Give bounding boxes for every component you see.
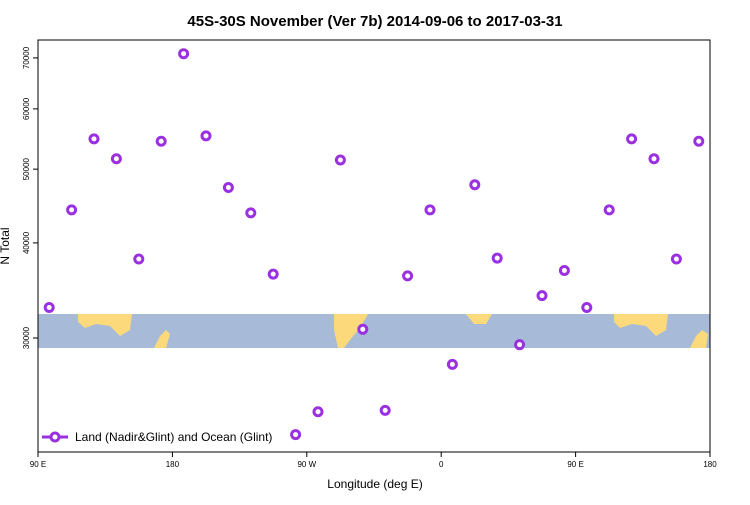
land [334,314,368,348]
point [581,302,593,314]
land [690,330,708,348]
map-band [38,314,710,348]
plot-frame [37,39,711,453]
land [78,314,132,336]
point [446,358,458,370]
point [312,406,324,418]
point [424,204,436,216]
x-tick-label: 90 E [567,460,583,469]
x-tick-label: 90 W [297,460,316,469]
x-tick-label: 0 [439,460,444,469]
point [670,253,682,265]
land [614,314,668,336]
y-axis-label: N Total [0,227,12,264]
ocean [38,314,710,348]
point [133,253,145,265]
point [66,204,78,216]
point [514,339,526,351]
chart-title: 45S-30S November (Ver 7b) 2014-09-06 to … [187,13,562,30]
point [536,290,548,302]
x-axis-label: Longitude (deg E) [327,477,422,491]
y-tick-label: 30000 [22,326,31,349]
point [491,252,503,264]
point [200,130,212,142]
land [154,330,170,348]
x-tick-label: 180 [703,460,717,469]
x-tick-label: 90 E [30,460,46,469]
y-tick-label: 70000 [22,46,31,69]
point [558,264,570,276]
y-tick-label: 50000 [22,157,31,180]
point [267,268,279,280]
point [648,153,660,165]
point [43,302,55,314]
point [222,181,234,193]
point [469,179,481,191]
point [290,429,302,441]
land [466,314,492,324]
point [245,207,257,219]
point [402,270,414,282]
y-tick-label: 60000 [22,97,31,120]
point [603,204,615,216]
point [155,135,167,147]
point [334,154,346,166]
point [110,153,122,165]
y-tick-label: 40000 [22,231,31,254]
point [693,135,705,147]
point [357,323,369,335]
point [379,404,391,416]
point [626,133,638,145]
legend-marker [49,431,61,443]
x-tick-label: 180 [166,460,180,469]
point [88,133,100,145]
legend-label: Land (Nadir&Glint) and Ocean (Glint) [75,430,272,444]
point [178,48,190,60]
